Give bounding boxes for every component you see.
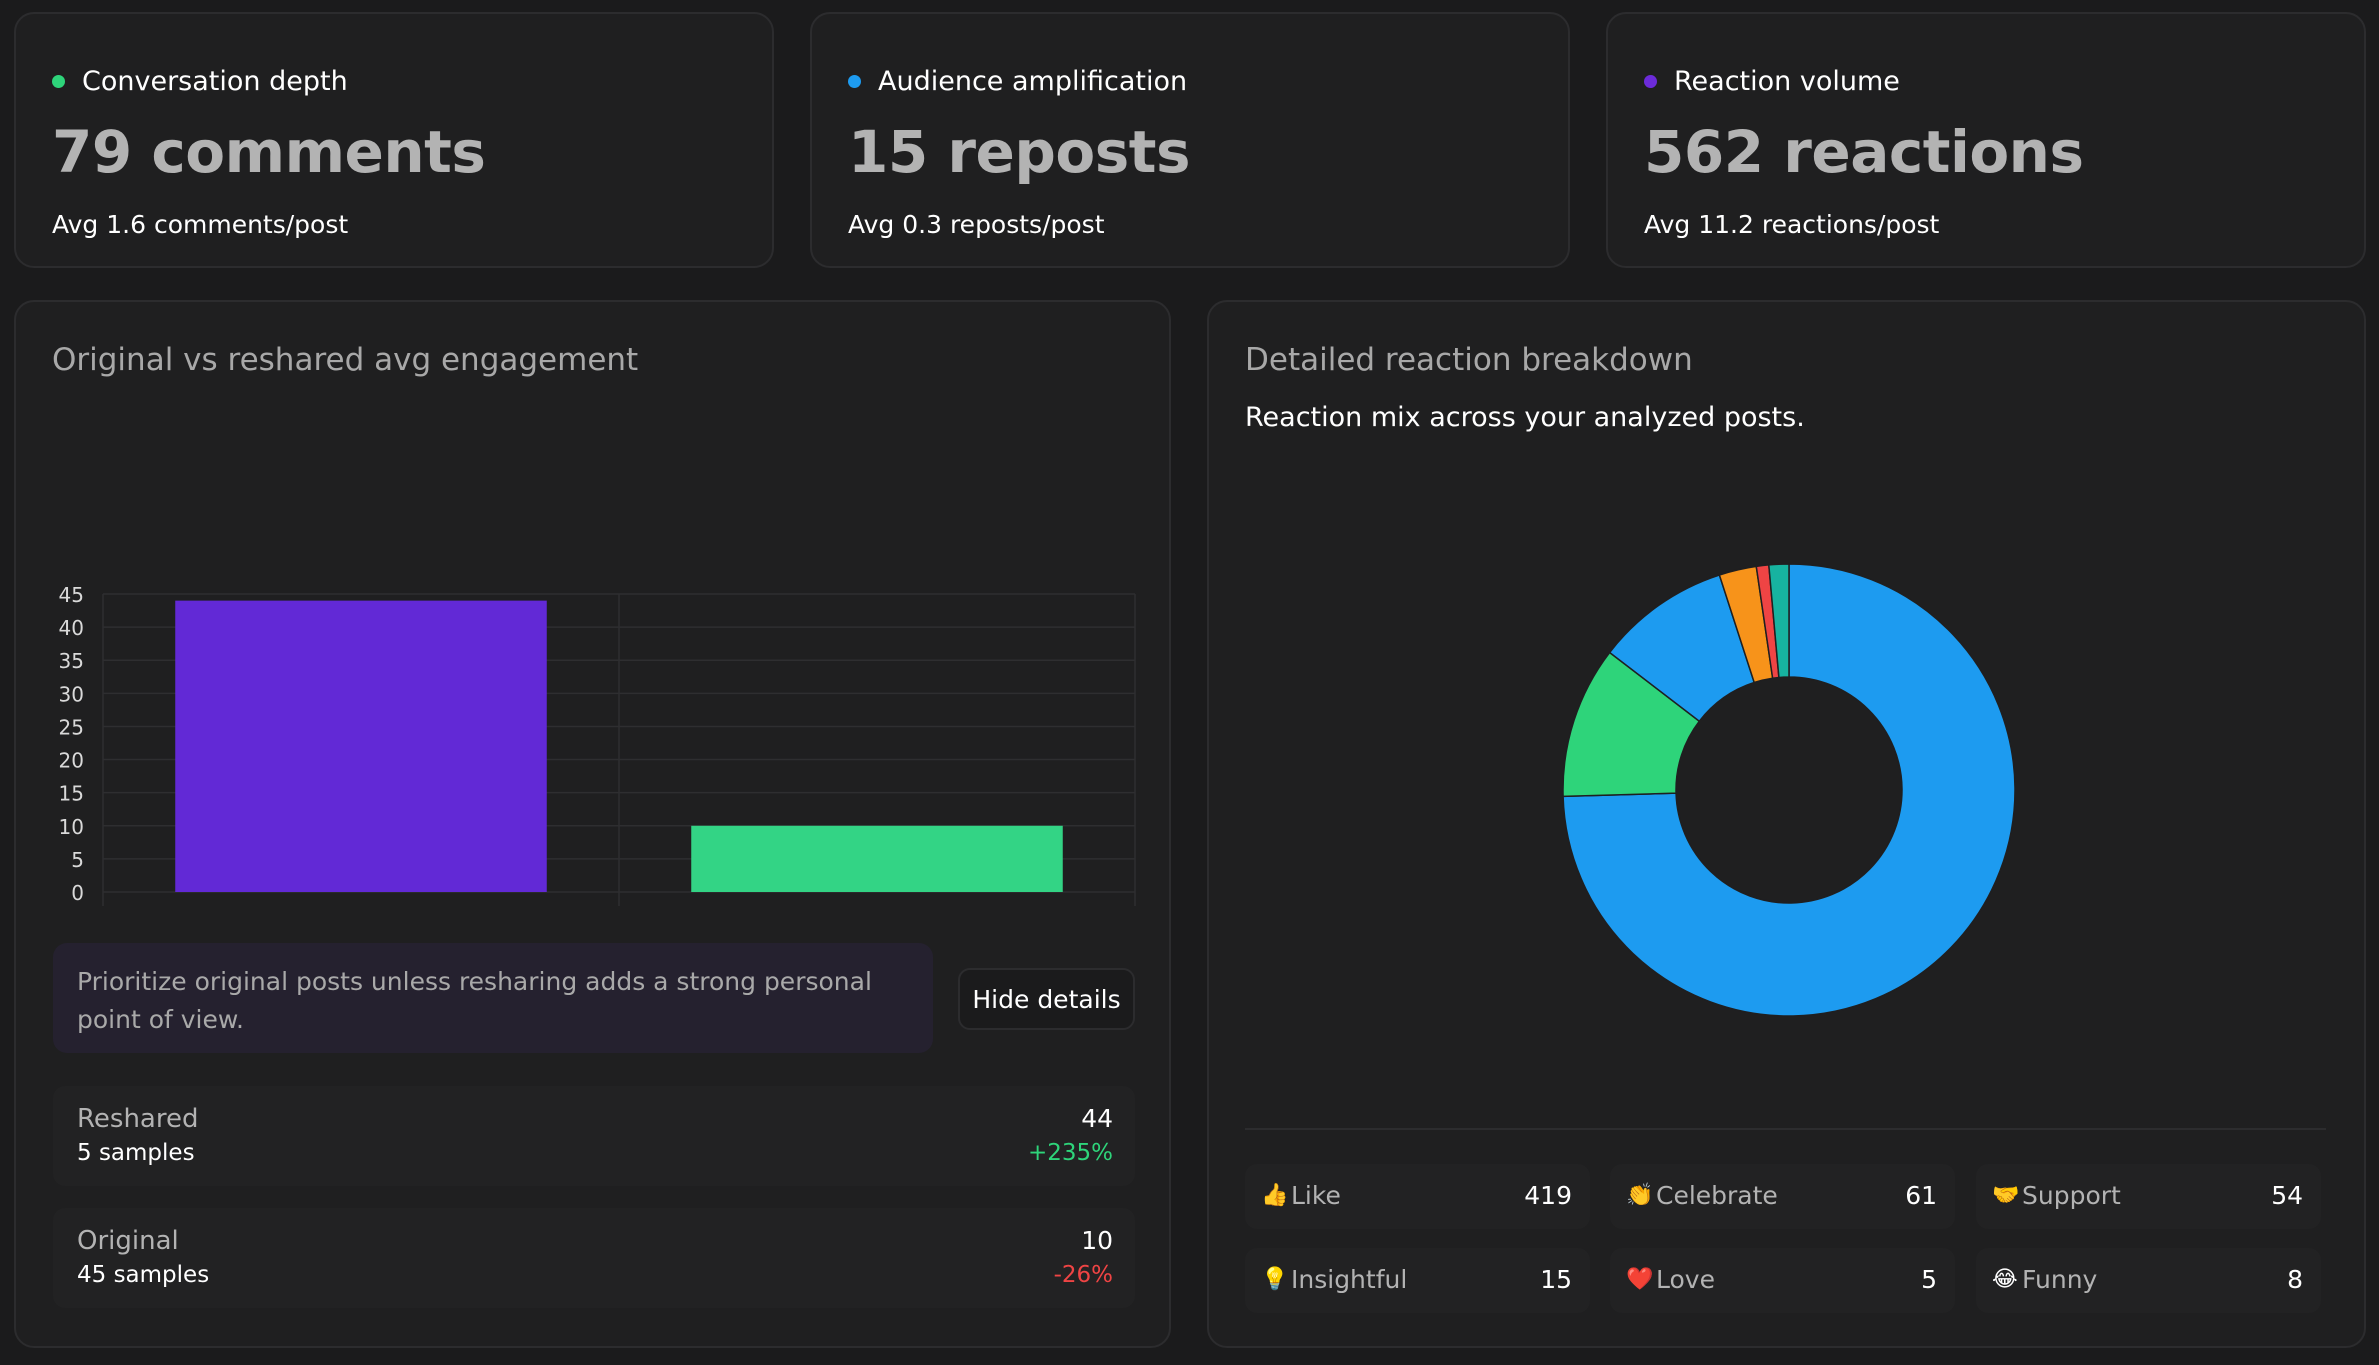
kpi-label: Conversation depth: [82, 66, 348, 97]
kpi-label: Audience amplification: [878, 66, 1188, 97]
reaction-label: Celebrate: [1656, 1181, 1778, 1210]
kpi-subtext: Avg 0.3 reposts/post: [848, 210, 1105, 239]
reaction-count: 61: [1905, 1181, 1937, 1210]
laughing-face-icon: 😂: [1992, 1267, 2018, 1292]
panel-subtitle: Reaction mix across your analyzed posts.: [1245, 402, 1805, 433]
reaction-count: 419: [1524, 1181, 1572, 1210]
kpi-card-reaction-volume: Reaction volume 562 reactions Avg 11.2 r…: [1606, 12, 2366, 268]
y-tick-label: 0: [71, 881, 84, 905]
reaction-label: Insightful: [1291, 1265, 1408, 1294]
stat-row-original: Original 45 samples 10 -26%: [53, 1208, 1135, 1308]
reaction-count: 5: [1921, 1265, 1937, 1294]
panel-title: Detailed reaction breakdown: [1245, 342, 1693, 378]
status-dot-icon: [52, 75, 65, 88]
reaction-tile-support: 🤝 Support 54: [1976, 1164, 2321, 1229]
donut-slice: [1562, 563, 2016, 1017]
stat-delta: -26%: [1053, 1262, 1113, 1288]
reaction-donut-chart: [1562, 563, 2016, 1017]
reaction-tile-love: ❤️ Love 5: [1610, 1248, 1955, 1313]
y-tick-label: 30: [59, 682, 84, 706]
status-dot-icon: [848, 75, 861, 88]
stat-row-reshared: Reshared 5 samples 44 +235%: [53, 1086, 1135, 1186]
panel-title: Original vs reshared avg engagement: [52, 342, 639, 378]
reaction-label: Support: [2022, 1181, 2121, 1210]
donut-slice: [1767, 563, 1790, 679]
y-tick-label: 15: [59, 782, 84, 806]
engagement-bar-chart: 0 5 10 15 20 25 30 35 40 45: [59, 583, 1136, 906]
stat-name: Original: [77, 1226, 179, 1256]
kpi-subtext: Avg 1.6 comments/post: [52, 210, 349, 239]
kpi-card-audience-amplification: Audience amplification 15 reposts Avg 0.…: [810, 12, 1570, 268]
kpi-value: 562 reactions: [1644, 118, 2084, 186]
y-tick-label: 45: [59, 583, 84, 607]
status-dot-icon: [1644, 75, 1657, 88]
reaction-count: 54: [2271, 1181, 2303, 1210]
handshake-icon: 🤝: [1992, 1183, 2020, 1208]
bar: [175, 600, 547, 892]
reaction-label: Funny: [2022, 1265, 2098, 1294]
lightbulb-icon: 💡: [1261, 1267, 1289, 1292]
engagement-panel: Original vs reshared avg engagement 0 5 10…: [14, 300, 1171, 1348]
divider: [1245, 1128, 2326, 1130]
hide-details-button[interactable]: Hide details: [958, 968, 1135, 1030]
stat-value: 10: [1081, 1226, 1113, 1255]
y-tick-label: 5: [71, 848, 84, 872]
reaction-count: 15: [1540, 1265, 1572, 1294]
kpi-card-conversation-depth: Conversation depth 79 comments Avg 1.6 c…: [14, 12, 774, 268]
stat-delta: +235%: [1027, 1140, 1113, 1166]
y-tick-label: 35: [59, 649, 84, 673]
y-tick-label: 40: [59, 616, 84, 640]
reaction-tile-like: 👍 Like 419: [1245, 1164, 1590, 1229]
y-tick-label: 25: [59, 715, 84, 739]
y-tick-label: 20: [59, 749, 84, 773]
stat-samples: 45 samples: [77, 1262, 210, 1288]
kpi-value: 79 comments: [52, 118, 486, 186]
recommendation-tip: Prioritize original posts unless reshari…: [53, 943, 933, 1053]
thumbs-up-icon: 👍: [1261, 1183, 1289, 1208]
kpi-subtext: Avg 11.2 reactions/post: [1644, 210, 1940, 239]
reaction-breakdown-panel: Detailed reaction breakdown Reaction mix…: [1207, 300, 2366, 1348]
clapping-hands-icon: 👏: [1626, 1183, 1654, 1208]
heart-icon: ❤️: [1626, 1267, 1654, 1292]
reaction-tile-celebrate: 👏 Celebrate 61: [1610, 1164, 1955, 1229]
kpi-value: 15 reposts: [848, 118, 1190, 186]
kpi-label: Reaction volume: [1674, 66, 1900, 97]
reaction-tile-insightful: 💡 Insightful 15: [1245, 1248, 1590, 1313]
reaction-label: Love: [1656, 1265, 1715, 1294]
stat-name: Reshared: [77, 1104, 199, 1134]
stat-samples: 5 samples: [77, 1140, 195, 1166]
reaction-tile-funny: 😂 Funny 8: [1976, 1248, 2321, 1313]
y-tick-label: 10: [59, 815, 84, 839]
reaction-count: 8: [2287, 1265, 2303, 1294]
stat-value: 44: [1081, 1104, 1113, 1133]
bar: [691, 825, 1063, 892]
reaction-label: Like: [1291, 1181, 1341, 1210]
